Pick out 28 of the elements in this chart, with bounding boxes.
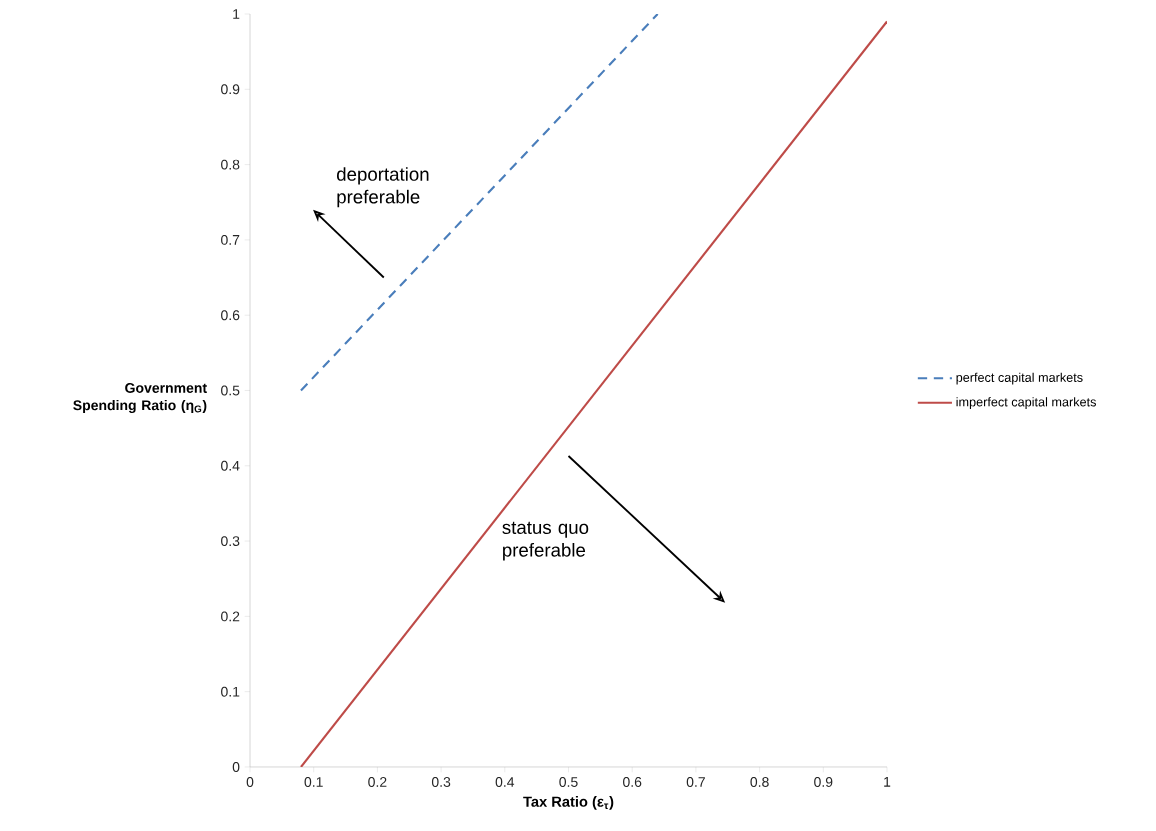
x-tick-label: 1 (884, 777, 891, 787)
x-tick-label: 0.7 (686, 777, 705, 787)
y-tick-label: 0.6 (221, 310, 240, 321)
y-tick-label: 0.3 (221, 536, 240, 547)
y-tick-label: 1 (233, 9, 240, 19)
x-tick-label: 0.6 (623, 777, 642, 787)
x-tick-label: 0.4 (495, 777, 515, 787)
y-tick-label: 0.4 (221, 460, 240, 471)
y-tick-label: 0.1 (221, 686, 240, 697)
y-tick-label: 0.5 (221, 385, 240, 396)
y-tick-label: 0.2 (221, 611, 240, 622)
y-tick-label: 0.9 (221, 84, 240, 95)
x-tick-label: 0 (246, 777, 254, 787)
y-tick-label: 0.7 (221, 234, 240, 245)
x-tick-label: 0.3 (431, 777, 451, 787)
y-tick-label: 0.8 (221, 159, 240, 170)
legend-label: imperfect capital markets (956, 397, 1096, 409)
x-tick-label: 0.1 (304, 777, 323, 787)
y-tick-label: 0 (232, 762, 240, 772)
x-axis-title: Tax Ratio (ε$_{τ}$) (523, 796, 614, 810)
y-axis-title: Government Spending Ratio (η$_{G}$) (73, 382, 207, 414)
x-tick-label: 0.2 (368, 777, 387, 787)
x-tick-label: 0.9 (814, 777, 833, 787)
x-tick-label: 0.5 (559, 777, 578, 787)
annotation: status quo preferable (502, 521, 589, 561)
x-tick-label: 0.8 (750, 777, 769, 787)
legend-label: perfect capital markets (956, 372, 1083, 385)
annotation: deportation preferable (337, 167, 429, 208)
